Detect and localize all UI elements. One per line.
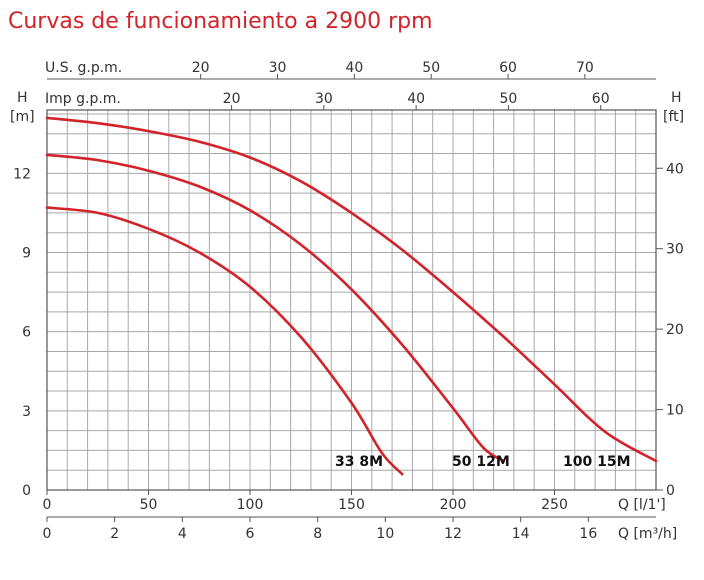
- m3h-tick-label: 6: [246, 526, 255, 542]
- y-tick-label-left: 3: [22, 404, 31, 420]
- chart-title: Curvas de funcionamiento a 2900 rpm: [8, 9, 433, 34]
- y-tick-label-right: 40: [666, 161, 684, 177]
- x-tick-label: 0: [43, 497, 52, 513]
- impgpm-tick-label: 30: [315, 91, 333, 107]
- m3h-tick-label: 16: [579, 526, 597, 542]
- usgpm-tick-label: 60: [499, 60, 517, 76]
- x-tick-label: 100: [237, 497, 264, 513]
- grid: [46, 109, 657, 491]
- impgpm-tick-label: 60: [592, 91, 610, 107]
- curve-50-12M: [45, 153, 506, 463]
- curve-label: 33 8M: [335, 454, 383, 470]
- m3h-axis-label: Q [m³/h]: [618, 526, 677, 542]
- x-axis-label: Q [l/1']: [618, 497, 666, 513]
- curves: 33 8M 50 12M 100 15M: [45, 116, 658, 476]
- impgpm-axis-label: Imp g.p.m.: [45, 91, 121, 107]
- m3h-tick-label: 14: [512, 526, 530, 542]
- m3h-tick-label: 8: [313, 526, 322, 542]
- x-tick-label: 200: [440, 497, 467, 513]
- x-tick-label: 250: [541, 497, 568, 513]
- usgpm-tick-label: 40: [345, 60, 363, 76]
- y-tick-label-left: 0: [22, 483, 31, 499]
- impgpm-tick-label: 20: [223, 91, 241, 107]
- impgpm-tick-label: 40: [407, 91, 425, 107]
- m3h-tick-label: 4: [178, 526, 187, 542]
- y-axis-label-left: H: [17, 90, 28, 106]
- usgpm-tick-label: 50: [422, 60, 440, 76]
- y-tick-label-right: 20: [666, 322, 684, 338]
- m3h-tick-label: 10: [376, 526, 394, 542]
- curve-label: 100 15M: [563, 454, 631, 470]
- y-tick-label-right: 0: [666, 483, 675, 499]
- usgpm-axis-label: U.S. g.p.m.: [45, 60, 122, 76]
- m3h-tick-label: 2: [110, 526, 119, 542]
- usgpm-tick-label: 30: [269, 60, 287, 76]
- axes: 0 50 100 150 200 250 Q [l/1']0 2 4 6 8 10 12 14 16 Q [m…: [10, 60, 684, 542]
- usgpm-tick-label: 70: [576, 60, 594, 76]
- usgpm-tick-label: 20: [192, 60, 210, 76]
- y-axis-unit-right: [ft]: [663, 109, 684, 125]
- y-axis-unit-left: [m]: [10, 109, 35, 125]
- curve-label: 50 12M: [452, 454, 510, 470]
- y-tick-label-right: 30: [666, 242, 684, 258]
- x-tick-label: 50: [140, 497, 158, 513]
- y-tick-label-left: 9: [22, 246, 31, 262]
- m3h-tick-label: 0: [43, 526, 52, 542]
- y-axis-label-right: H: [671, 90, 682, 106]
- y-tick-label-right: 10: [666, 403, 684, 419]
- x-tick-label: 150: [338, 497, 365, 513]
- y-tick-label-left: 12: [13, 166, 31, 182]
- y-tick-label-left: 6: [22, 325, 31, 341]
- curve-100-15M: [45, 116, 658, 463]
- curve-33-8M: [45, 206, 404, 476]
- m3h-tick-label: 12: [444, 526, 462, 542]
- impgpm-tick-label: 50: [500, 91, 518, 107]
